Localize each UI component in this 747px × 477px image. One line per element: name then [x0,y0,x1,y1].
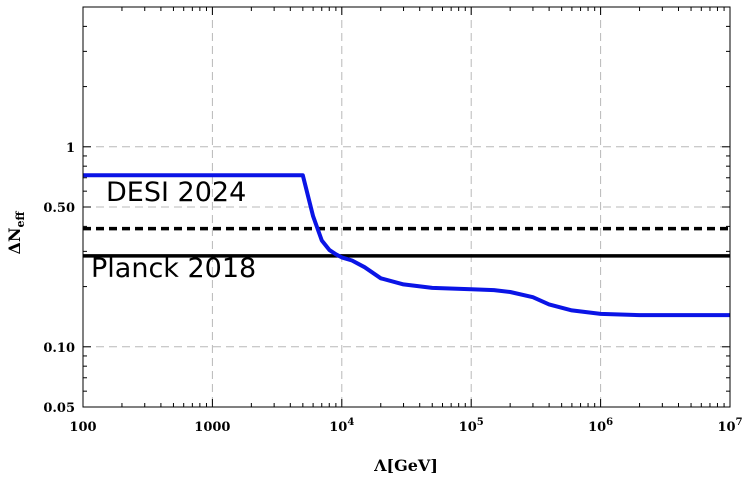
x-tick-label: 100 [69,420,96,435]
x-tick-label: 1000 [194,420,230,435]
x-tick-label: 104 [329,417,354,435]
x-tick-label: 106 [588,417,613,435]
x-tick-label: 105 [459,417,484,435]
desi-2024-label: DESI 2024 [106,177,246,208]
grid [83,7,730,407]
y-axis-label-main: ΔN [5,227,24,254]
x-tick-base: 10 [717,420,735,435]
x-tick-label: 107 [717,417,742,435]
x-tick-base: 10 [588,420,606,435]
y-tick-label: 0.05 [43,401,75,416]
x-tick-exponent: 4 [347,417,354,428]
x-tick-exponent: 6 [606,417,613,428]
planck-2018-label: Planck 2018 [91,253,256,284]
x-tick-base: 10 [459,420,477,435]
y-axis-label-sub: eff [14,210,27,227]
minor-ticks [83,7,730,407]
x-tick-exponent: 5 [477,417,484,428]
series-line-0 [83,173,730,318]
series-layer [83,173,730,318]
y-tick-label: 0.50 [43,201,75,216]
x-tick-exponent: 7 [736,417,743,428]
x-tick-base: 10 [329,420,347,435]
major-ticks [82,7,731,408]
y-tick-label: 0.10 [43,341,75,356]
reference-lines [83,226,730,258]
y-tick-label: 1 [66,141,75,156]
x-axis-label: Λ[GeV] [373,456,438,475]
y-axis-label: ΔNeff [5,210,27,254]
